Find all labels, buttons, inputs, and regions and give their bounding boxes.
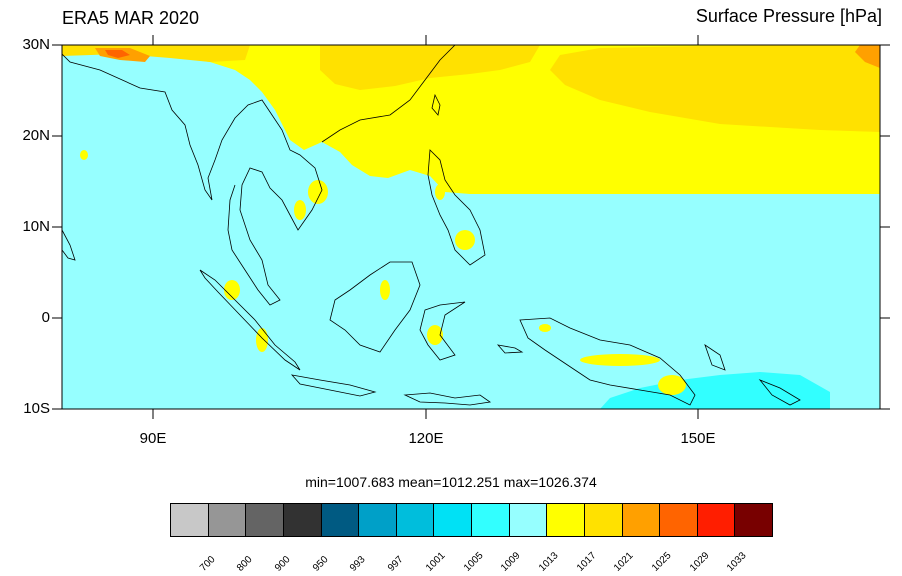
left-title: ERA5 MAR 2020 [62,8,200,28]
colorbar-box [622,504,661,536]
pressure-map [52,35,890,419]
colorbar-box [547,504,585,536]
colorbar-label: 900 [273,554,293,574]
field-peak-3 [855,45,880,68]
colorbar-box [321,504,360,536]
colorbar-label: 1033 [725,550,749,574]
map-svg [52,35,890,419]
lon-label-90e: 90E [139,430,167,447]
stats-text: min=1007.683 mean=1012.251 max=1026.374 [305,474,597,490]
colorbar-label: 1013 [536,550,561,574]
colorbar-box [735,504,772,536]
lat-label-10s: 10S [23,400,50,417]
coastlines [62,45,801,406]
right-title: Surface Pressure [hPa] [695,6,882,26]
colorbar-box [171,504,209,536]
colorbar [170,503,773,537]
colorbar-label: 700 [197,554,218,574]
colorbar-box [283,504,322,536]
colorbar-box [434,504,472,536]
colorbar-label: 997 [386,554,406,574]
terrain-spots [80,150,686,395]
lat-label-30n: 30N [22,36,50,53]
colorbar-label: 950 [310,554,331,574]
lat-label-20n: 20N [22,127,50,144]
lon-label-120e: 120E [408,430,444,447]
lon-label-150e: 150E [680,430,716,447]
field-higher-patch-2 [550,45,880,132]
colorbar-box [472,504,510,536]
colorbar-box [396,504,435,536]
colorbar-box [246,504,284,536]
colorbar-label: 1029 [687,550,712,574]
colorbar-label: 1001 [423,550,448,574]
lat-label-10n: 10N [22,218,50,235]
axis-ticks [52,35,890,419]
colorbar-label: 1009 [499,550,523,574]
colorbar-label: 993 [348,554,369,574]
colorbar-box [359,504,397,536]
field-higher-patch-1 [320,45,540,90]
colorbar-box [697,504,736,536]
colorbar-label: 1005 [461,550,486,574]
field-peak-2 [105,50,130,58]
field-low-se [600,372,830,409]
colorbar-label: 1021 [612,550,636,574]
colorbar-label: 1017 [574,550,599,574]
colorbar-label: 1025 [649,550,674,574]
colorbar-box [584,504,623,536]
colorbar-box [509,504,548,536]
colorbar-box [660,504,698,536]
colorbar-label: 800 [235,554,255,574]
colorbar-box [208,504,247,536]
lat-label-0: 0 [41,309,50,326]
